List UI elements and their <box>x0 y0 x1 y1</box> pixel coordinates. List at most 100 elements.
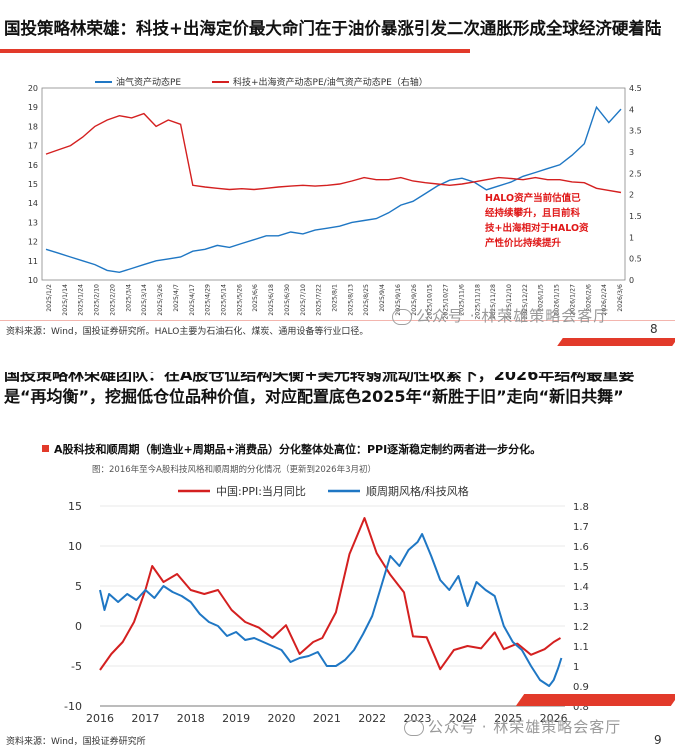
y-right-tick-label: 1.2 <box>573 622 589 633</box>
x-tick-label: 2025/12/10 <box>506 284 513 320</box>
legend-label-1: 中国:PPI:当月同比 <box>216 484 306 498</box>
slide-1: 国投策略林荣雄：科技+出海定价最大命门在于油价暴涨引发二次通胀形成全球经济硬着陆… <box>0 0 675 370</box>
x-tick-label: 2025/12/22 <box>522 284 529 320</box>
source-note: 资料来源：Wind，国投证券研究所 <box>6 737 146 747</box>
x-tick-label: 2024 <box>449 712 477 725</box>
x-tick-label: 2025/6/18 <box>268 284 275 316</box>
y-left-tick-label: -10 <box>64 700 82 713</box>
wechat-icon <box>392 309 412 325</box>
x-tick-label: 2026/2/24 <box>601 284 608 316</box>
page-number: 8 <box>650 322 658 336</box>
legend-label-2: 科技+出海资产动态PE/油气资产动态PE（右轴） <box>233 76 428 88</box>
subheading: A股科技和顺周期（制造业+周期品+消费品）分化整体处高位：PPI逐渐稳定制约两者… <box>54 443 542 456</box>
x-tick-label: 2025/8/13 <box>347 284 354 316</box>
y-left-tick-label: 17 <box>28 142 38 151</box>
x-tick-label: 2025/8/1 <box>332 284 339 312</box>
y-left-tick-label: 14 <box>28 199 38 208</box>
x-tick-label: 2025/9/4 <box>379 284 386 312</box>
x-tick-label: 2025/3/4 <box>125 284 132 312</box>
y-right-tick-label: 1.5 <box>629 212 642 221</box>
x-tick-label: 2026 <box>540 712 568 725</box>
x-tick-label: 2026/3/6 <box>617 284 624 312</box>
annotation-line: 经持续攀升，且目前科 <box>485 208 581 219</box>
y-right-tick-label: 0.8 <box>573 702 589 713</box>
figure-caption: 图：2016年至今A股科技风格和顺周期的分化情况（更新到2026年3月初） <box>92 465 376 475</box>
chart-2: -10 -5 0 5 10 15 0.8 0.9 1 1.1 1.2 1.3 1.4 1.5 1.6 1.7 1… <box>64 484 589 725</box>
annotation-line: 产性价比持续提升 <box>485 238 562 249</box>
x-tick-label: 2025/6/6 <box>252 284 259 312</box>
x-tick-label: 2019 <box>222 712 250 725</box>
legend-label-1: 油气资产动态PE <box>116 76 181 88</box>
x-tick-label: 2025/11/6 <box>458 284 465 316</box>
watermark: 公众号 · 林荣雄策略会客厅 <box>428 718 622 736</box>
series-line-1 <box>99 517 562 671</box>
footer-red-stripe <box>515 694 675 706</box>
x-tick-label: 2016 <box>86 712 114 725</box>
halo-annotation: HALO资产当前估值已 经持续攀升，且目前科 技+出海相对于HALO资 产性价比… <box>485 191 589 251</box>
x-tick-label: 2025/9/16 <box>395 284 402 316</box>
y-left-tick-label: 10 <box>28 276 38 285</box>
x-tick-label: 2026/1/5 <box>538 284 545 312</box>
y-left-tick-label: 13 <box>28 218 38 227</box>
x-tick-label: 2025/1/14 <box>62 284 69 316</box>
legend-label-2: 顺周期风格/科技风格 <box>366 484 469 498</box>
y-left-tick-label: 19 <box>28 103 38 112</box>
x-tick-label: 2025/5/14 <box>220 284 227 316</box>
x-tick-label: 2025/6/30 <box>284 284 291 316</box>
y-right-tick-label: 3 <box>629 148 634 157</box>
x-tick-label: 2025/10/27 <box>443 284 450 320</box>
y-right-tick-label: 0.9 <box>573 682 589 693</box>
page-number: 9 <box>654 733 662 747</box>
y-left-tick-label: 20 <box>28 84 38 93</box>
y-right-tick-label: 2.5 <box>629 169 642 178</box>
source-note: 资料来源：Wind，国投证券研究所。HALO主要为石油石化、煤炭、通用设备等行业… <box>6 327 369 337</box>
wechat-icon <box>404 720 424 736</box>
y-right-tick-label: 1.4 <box>573 582 589 593</box>
x-tick-label: 2025/7/22 <box>316 284 323 316</box>
x-tick-label: 2026/2/6 <box>585 284 592 312</box>
x-tick-label: 2025/1/24 <box>78 284 85 316</box>
x-tick-label: 2025/2/20 <box>109 284 116 316</box>
y-left-tick-label: -5 <box>71 660 82 673</box>
x-tick-label: 2025/4/17 <box>189 284 196 316</box>
y-right-tick-label: 4.5 <box>629 84 642 93</box>
x-tick-label: 2025 <box>494 712 522 725</box>
series-line-2 <box>99 533 563 687</box>
y-right-tick-label: 1.7 <box>573 522 589 533</box>
y-right-tick-label: 1.8 <box>573 502 589 513</box>
x-tick-label: 2025/5/26 <box>236 284 243 316</box>
x-tick-label: 2025/10/15 <box>427 284 434 320</box>
slide-2-title-line-2: 是“再均衡”，挖掘低仓位品种价值，对应配置底色2025年“新胜于旧”走向“新旧共… <box>4 387 624 406</box>
y-left-tick-label: 0 <box>75 620 82 633</box>
y-right-tick-label: 1 <box>629 233 634 242</box>
y-left-tick-label: 11 <box>28 257 38 266</box>
series-line-2 <box>45 112 622 194</box>
y-right-tick-label: 1.6 <box>573 542 589 553</box>
series-line-1 <box>45 105 622 274</box>
x-tick-label: 2017 <box>131 712 159 725</box>
y-right-tick-label: 1.1 <box>573 642 589 653</box>
plot-frame <box>41 87 626 281</box>
x-tick-label: 2025/4/29 <box>205 284 212 316</box>
x-tick-label: 2025/8/25 <box>363 284 370 316</box>
bullet-square <box>42 445 49 452</box>
watermark: 公众号 · 林荣雄策略会客厅 <box>416 307 610 325</box>
x-tick-label: 2020 <box>267 712 295 725</box>
y-right-tick-label: 3.5 <box>629 127 642 136</box>
x-tick-label: 2025/11/18 <box>474 284 481 320</box>
y-left-tick-label: 5 <box>75 580 82 593</box>
title-accent-bar <box>0 49 470 53</box>
x-tick-label: 2025/2/10 <box>94 284 101 316</box>
y-left-tick-label: 18 <box>28 122 38 131</box>
x-tick-label: 2025/7/10 <box>300 284 307 316</box>
y-right-tick-label: 0.5 <box>629 255 642 264</box>
y-right-tick-label: 4 <box>629 105 634 114</box>
slide-2-title-line-1: 国投策略林荣雄团队：在A股仓位结构失衡+美元转弱流动性收紧下，2026年结构最重… <box>4 372 635 384</box>
x-tick-label: 2025/1/2 <box>46 284 53 312</box>
y-right-tick-label: 1.5 <box>573 562 589 573</box>
x-tick-label: 2025/4/7 <box>173 284 180 312</box>
x-tick-label: 2022 <box>358 712 386 725</box>
y-left-tick-label: 12 <box>28 238 38 247</box>
annotation-line: 技+出海相对于HALO资 <box>485 223 589 234</box>
x-tick-label: 2025/11/28 <box>490 284 497 320</box>
